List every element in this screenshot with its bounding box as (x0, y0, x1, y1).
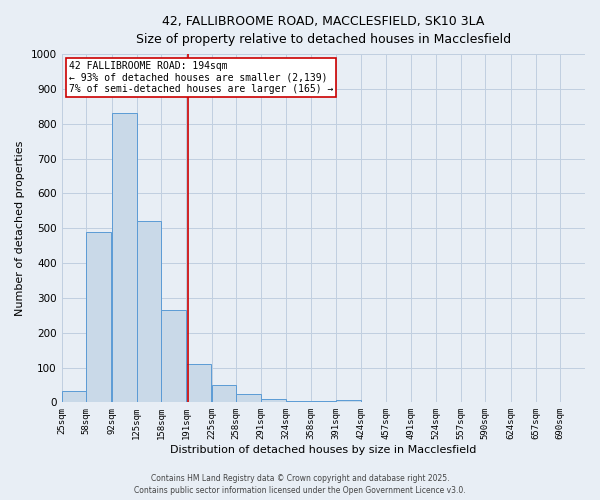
Bar (112, 114, 137, 403)
Bar (286, 400, 311, 402)
Bar (161, 310, 186, 402)
Text: Contains HM Land Registry data © Crown copyright and database right 2025.
Contai: Contains HM Land Registry data © Crown c… (134, 474, 466, 495)
Bar (236, 394, 261, 402)
Bar (336, 400, 361, 402)
Bar (137, 222, 161, 402)
Bar (186, 364, 211, 403)
Bar (261, 399, 286, 402)
Bar (212, 385, 236, 402)
Bar (311, 400, 336, 402)
X-axis label: Distribution of detached houses by size in Macclesfield: Distribution of detached houses by size … (170, 445, 476, 455)
Bar (86, 232, 111, 402)
Y-axis label: Number of detached properties: Number of detached properties (15, 140, 25, 316)
Text: 42 FALLIBROOME ROAD: 194sqm
← 93% of detached houses are smaller (2,139)
7% of s: 42 FALLIBROOME ROAD: 194sqm ← 93% of det… (69, 61, 334, 94)
Title: 42, FALLIBROOME ROAD, MACCLESFIELD, SK10 3LA
Size of property relative to detach: 42, FALLIBROOME ROAD, MACCLESFIELD, SK10… (136, 15, 511, 46)
Bar (62, 391, 86, 402)
